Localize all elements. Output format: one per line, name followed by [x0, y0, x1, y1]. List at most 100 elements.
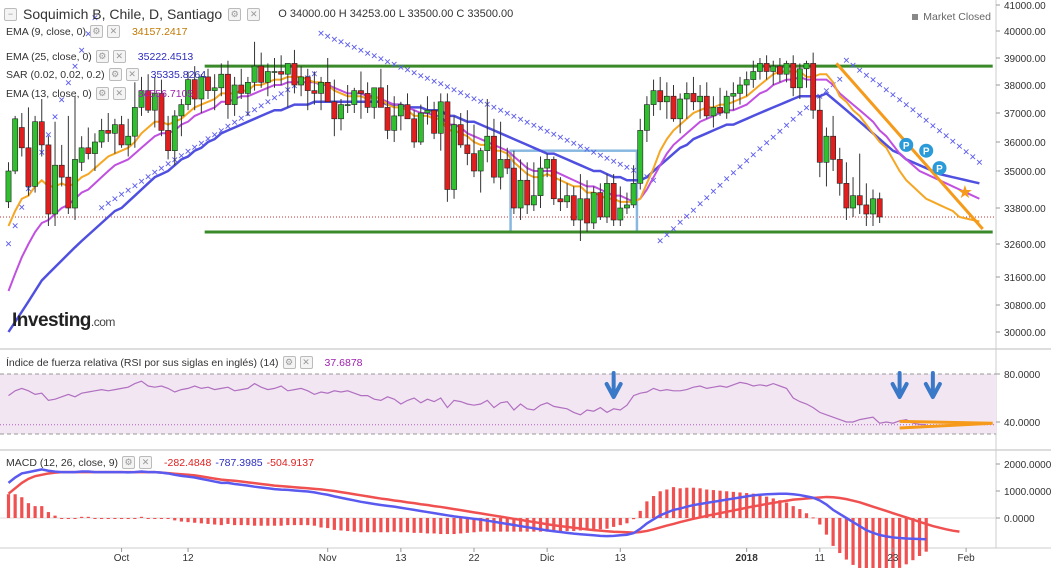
- macd-hist-bar: [525, 518, 529, 532]
- settings-icon[interactable]: ⚙: [89, 25, 103, 38]
- candle-body: [703, 95, 710, 117]
- settings-icon[interactable]: ⚙: [282, 356, 296, 369]
- sar-dot: ✕: [390, 60, 398, 70]
- sar-dot: ✕: [98, 203, 106, 213]
- close-icon[interactable]: ✕: [112, 50, 126, 63]
- candle-body: [617, 207, 624, 221]
- macd-hist-bar: [898, 518, 902, 568]
- sar-dot: ✕: [45, 130, 53, 140]
- candle-body: [391, 115, 398, 131]
- candle-body: [264, 71, 271, 83]
- close-icon[interactable]: ✕: [112, 87, 126, 100]
- sar-dot: ✕: [144, 172, 152, 182]
- candle-body: [178, 104, 185, 117]
- indicator-sar[interactable]: SAR (0.02, 0.02, 0.2) ⚙ ✕ 35335.8264: [6, 68, 206, 81]
- sar-dot: ✕: [763, 138, 771, 148]
- settings-icon[interactable]: ⚙: [95, 87, 109, 100]
- settings-icon[interactable]: ⚙: [122, 456, 136, 469]
- candle-body: [471, 153, 477, 172]
- signal-line: [7, 470, 960, 534]
- p-marker-label: P: [903, 141, 910, 152]
- candle-body: [151, 93, 158, 111]
- candle-body: [856, 195, 863, 206]
- candle-body: [810, 63, 817, 111]
- candle-body: [584, 198, 590, 224]
- sar-dot: ✕: [224, 122, 232, 132]
- sar-dot: ✕: [743, 156, 751, 166]
- sar-dot: ✕: [796, 109, 804, 119]
- indicator-value: 35335.8264: [150, 68, 207, 81]
- macd-hist-bar: [804, 513, 809, 518]
- sar-dot: ✕: [218, 126, 226, 136]
- settings-icon[interactable]: ⚙: [95, 50, 109, 63]
- indicator-ema13[interactable]: EMA (13, close, 0) ⚙ ✕ 34556.7105: [6, 87, 193, 100]
- sar-dot: ✕: [597, 151, 605, 161]
- close-icon[interactable]: ✕: [106, 25, 120, 38]
- candle-body: [491, 135, 497, 178]
- macd-hist-bar: [605, 518, 609, 529]
- macd-hist-bar: [213, 518, 217, 525]
- close-icon[interactable]: ✕: [299, 356, 313, 369]
- sar-dot: ✕: [430, 76, 438, 86]
- investing-logo: Investing.com: [12, 310, 115, 332]
- close-icon[interactable]: ✕: [125, 68, 139, 81]
- candle-body: [351, 90, 358, 105]
- sar-dot: ✕: [570, 139, 578, 149]
- collapse-icon[interactable]: −: [4, 7, 17, 21]
- chart-header: − Soquimich B, Chile, D, Santiago ⚙ ✕ O …: [4, 6, 513, 22]
- candle-body: [451, 124, 457, 190]
- candle-body: [45, 144, 52, 215]
- macd-hist-bar: [824, 518, 829, 535]
- indicator-ema25[interactable]: EMA (25, close, 0) ⚙ ✕ 35222.4513: [6, 50, 193, 63]
- settings-icon[interactable]: ⚙: [108, 68, 122, 81]
- sar-dot: ✕: [251, 105, 259, 115]
- x-tick-label: 23: [887, 553, 899, 564]
- sar-dot: ✕: [902, 100, 910, 110]
- candle-body: [790, 63, 797, 89]
- y-tick-label: 38000.00: [1004, 81, 1046, 92]
- p-marker: P: [919, 143, 934, 158]
- sar-dot: ✕: [18, 203, 26, 213]
- sar-dot: ✕: [942, 131, 950, 141]
- macd-hist-bar: [286, 518, 290, 526]
- sar-dot: ✕: [437, 79, 445, 89]
- sar-dot: ✕: [922, 116, 930, 126]
- close-icon[interactable]: ✕: [247, 7, 261, 21]
- rsi-label: Índice de fuerza relativa (RSI por sus s…: [6, 356, 279, 369]
- y-tick-label: 31600.00: [1004, 273, 1046, 284]
- macd-legend[interactable]: MACD (12, 26, close, 9) ⚙ ✕ -282.4848 -78…: [6, 456, 314, 469]
- candle-body: [12, 118, 19, 172]
- candle-body: [311, 90, 318, 94]
- settings-icon[interactable]: ⚙: [228, 7, 242, 21]
- candle-body: [457, 124, 464, 146]
- sar-dot: ✕: [470, 94, 478, 104]
- macd-hist-bar: [917, 518, 922, 557]
- close-icon[interactable]: ✕: [139, 456, 153, 469]
- rsi-legend[interactable]: Índice de fuerza relativa (RSI por sus s…: [6, 356, 363, 369]
- candle-body: [730, 93, 737, 97]
- candle-body: [624, 204, 630, 209]
- sar-dot: ✕: [730, 168, 738, 178]
- x-tick-label: 22: [468, 553, 480, 564]
- indicator-ema9[interactable]: EMA (9, close, 0) ⚙ ✕ 34157.2417: [6, 25, 187, 38]
- sar-dot: ✕: [956, 142, 964, 152]
- macd-hist-bar: [379, 518, 383, 533]
- candle-body: [690, 93, 697, 103]
- sar-dot: ✕: [543, 126, 551, 136]
- macd-hist-bar: [638, 510, 642, 518]
- indicator-value: 34157.2417: [131, 25, 188, 38]
- candle-body: [683, 93, 690, 100]
- sar-dot: ✕: [843, 56, 851, 66]
- sar-dot: ✕: [883, 85, 891, 95]
- candle-body: [710, 107, 717, 117]
- sar-dot: ✕: [384, 57, 392, 67]
- y-tick-label: 30000.00: [1004, 328, 1046, 339]
- sar-dot: ✕: [650, 175, 658, 185]
- macd-hist-bar: [784, 502, 789, 518]
- sar-dot: ✕: [237, 113, 245, 123]
- candle-body: [530, 195, 537, 206]
- macd-hist-bar: [585, 518, 589, 530]
- macd-hist-bar: [485, 518, 489, 532]
- candle-body: [464, 144, 471, 154]
